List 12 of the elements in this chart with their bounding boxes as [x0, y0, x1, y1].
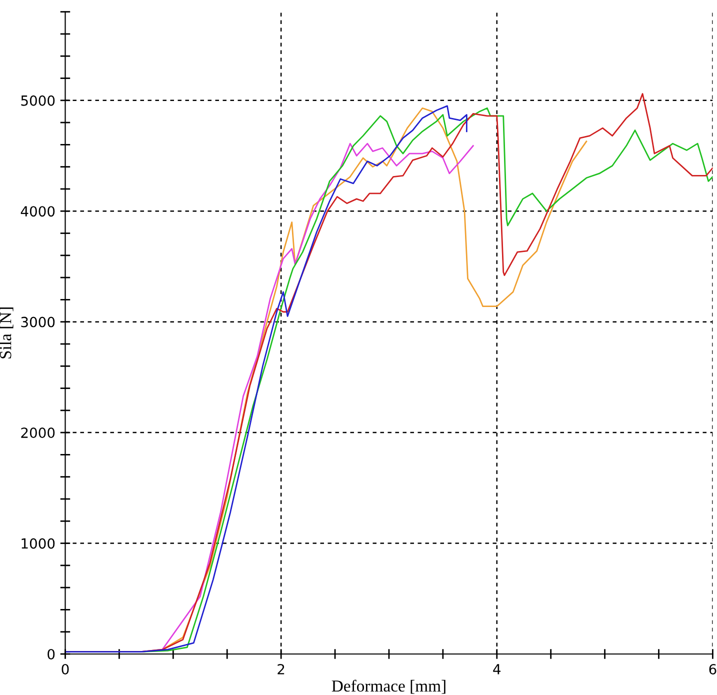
y-axis-title: Sila [N]: [0, 308, 14, 358]
x-axis-title: Deformace [mm]: [332, 680, 446, 694]
y-tick-label: 3000: [21, 316, 55, 328]
y-tick-label: 2000: [21, 428, 55, 438]
x-tick-label: 4: [493, 664, 501, 674]
x-tick-label: 6: [709, 664, 716, 674]
x-tick-label: 0: [62, 664, 69, 674]
y-tick-label: 0: [48, 648, 55, 660]
y-tick-label: 5000: [21, 95, 55, 106]
y-tick-label: 4000: [20, 206, 55, 217]
y-tick-label: 1000: [22, 538, 55, 549]
x-tick-label: 2: [278, 664, 284, 674]
